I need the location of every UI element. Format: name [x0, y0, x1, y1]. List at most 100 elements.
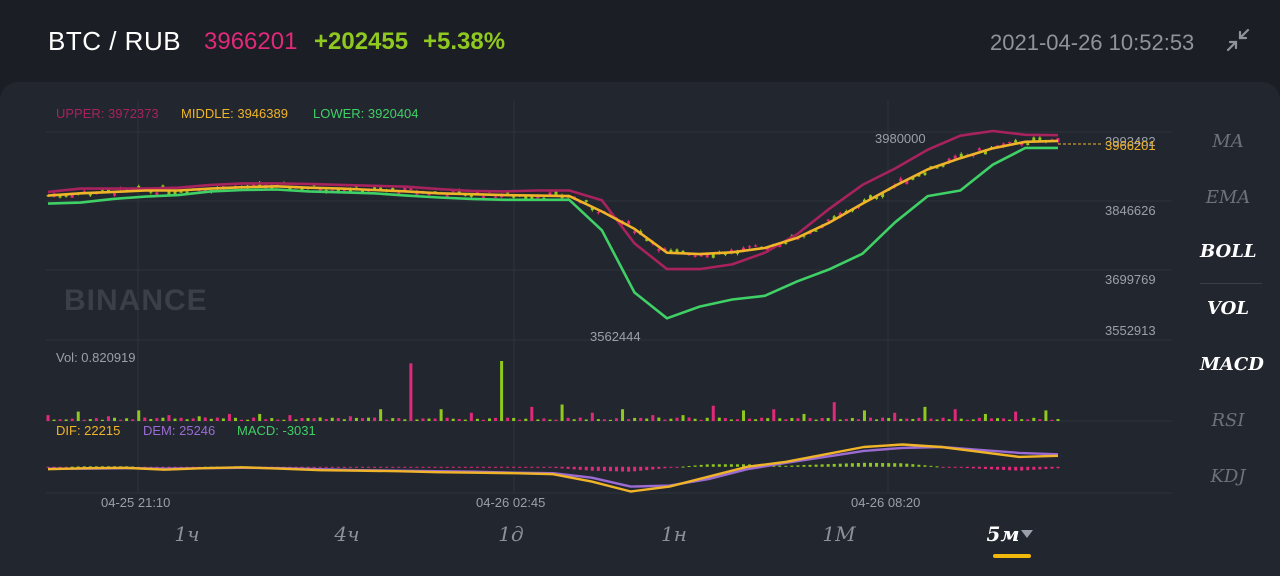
macd-histogram-bar [657, 466, 661, 469]
volume-bar [500, 361, 504, 421]
macd-histogram-bar [705, 464, 709, 467]
volume-bar [887, 418, 891, 421]
macd-histogram-bar [935, 466, 939, 468]
volume-bar [584, 419, 588, 421]
macd-histogram-bar [1026, 466, 1030, 471]
chevron-down-icon[interactable] [1021, 530, 1033, 538]
candle-body [524, 195, 528, 199]
volume-bar [959, 418, 963, 421]
volume-bar [748, 418, 752, 421]
timeframe-1mo[interactable]: 1М [822, 522, 856, 546]
volume-bar [1044, 410, 1048, 421]
volume-bar [312, 418, 316, 421]
candle-body [451, 190, 455, 192]
timeframe-selected-indicator [993, 554, 1031, 558]
macd-histogram-bar [88, 466, 92, 468]
timeframe-5m[interactable]: 5м [986, 522, 1020, 546]
macd-histogram-bar [971, 466, 975, 469]
candle-body [1020, 143, 1024, 146]
timeframe-1w[interactable]: 1н [661, 522, 687, 546]
volume-bar [324, 418, 328, 421]
indicator-ema[interactable]: EMA [1205, 187, 1251, 208]
macd-histogram-bar [70, 466, 74, 468]
candle-body [596, 212, 600, 214]
indicator-kdj[interactable]: KDJ [1210, 466, 1246, 487]
candle-body [711, 254, 715, 258]
timeframe-4h[interactable]: 4ч [334, 522, 360, 546]
volume-bar [518, 419, 522, 421]
volume-bar [131, 419, 135, 421]
last-price: 3966201 [204, 28, 298, 55]
price-change-percent: +5.38% [423, 28, 506, 55]
candle-body [348, 189, 352, 193]
indicator-vol[interactable]: VOL [1207, 298, 1249, 319]
collapse-arrows-icon[interactable] [1226, 28, 1250, 52]
indicator-boll[interactable]: BOLL [1200, 241, 1257, 262]
volume-bar [94, 418, 98, 421]
volume-bar [693, 418, 697, 421]
macd-histogram-bar [608, 466, 612, 472]
macd-histogram-bar [106, 466, 110, 468]
macd-histogram-bar [439, 466, 443, 468]
volume-bar [58, 419, 62, 421]
volume-bar [742, 410, 746, 421]
volume-bar [554, 419, 558, 421]
candle-body [1014, 140, 1018, 143]
volume-bar [463, 419, 467, 421]
candle-body [723, 253, 727, 255]
candle-body [627, 221, 631, 225]
boll-upper-line [47, 129, 1059, 271]
indicator-rsi[interactable]: RSI [1211, 410, 1245, 431]
volume-bar [996, 418, 1000, 421]
timeframe-1d[interactable]: 1д [498, 522, 524, 546]
volume-bar [971, 419, 975, 421]
volume-bar [106, 416, 110, 421]
macd-histogram-bar [778, 465, 782, 467]
boll-lower-line [47, 146, 1058, 320]
volume-bar [608, 419, 612, 421]
volume-bar [645, 418, 649, 421]
volume-bar [246, 419, 250, 421]
volume-bar [802, 413, 806, 421]
candle-body [754, 245, 758, 247]
candle-body [935, 167, 939, 169]
macd-histogram-bar [161, 466, 165, 468]
macd-histogram-bar [669, 466, 673, 468]
volume-bar [155, 418, 159, 421]
volume-bar [469, 412, 473, 421]
macd-histogram-bar [500, 466, 504, 468]
macd-histogram-bar [723, 464, 727, 467]
volume-bar [929, 418, 933, 421]
candle-body [106, 189, 110, 192]
macd-histogram-bar [367, 466, 371, 468]
candle-body [693, 255, 697, 257]
boll-lower-label: LOWER: 3920404 [313, 106, 419, 121]
candle-body [70, 194, 74, 198]
volume-bar [820, 418, 824, 421]
time-axis-label: 04-25 21:10 [101, 495, 171, 510]
volume-bar [494, 417, 498, 421]
macd-histogram-bar [929, 465, 933, 467]
volume-bar [911, 418, 915, 421]
candle-body [766, 247, 770, 252]
volume-bar [633, 417, 637, 421]
indicator-macd[interactable]: MACD [1200, 354, 1264, 375]
candlestick-chart[interactable] [0, 82, 1280, 576]
volume-bar [790, 418, 794, 421]
macd-histogram-bar [179, 466, 183, 468]
volume-bar [167, 415, 171, 421]
macd-histogram-bar [887, 463, 891, 467]
macd-histogram-bar [306, 466, 310, 468]
macd-histogram-bar [572, 466, 576, 470]
macd-histogram-bar [808, 464, 812, 467]
volume-bar [754, 419, 758, 421]
candle-body [58, 194, 62, 198]
timeframe-1h[interactable]: 1ч [174, 522, 200, 546]
macd-histogram-bar [536, 466, 540, 468]
indicator-ma[interactable]: MA [1212, 131, 1244, 152]
macd-histogram-bar [1002, 466, 1006, 470]
volume-bar [699, 419, 703, 421]
volume-bar [875, 419, 879, 421]
macd-histogram-bar [881, 463, 885, 467]
macd-histogram-bar [1008, 466, 1012, 471]
